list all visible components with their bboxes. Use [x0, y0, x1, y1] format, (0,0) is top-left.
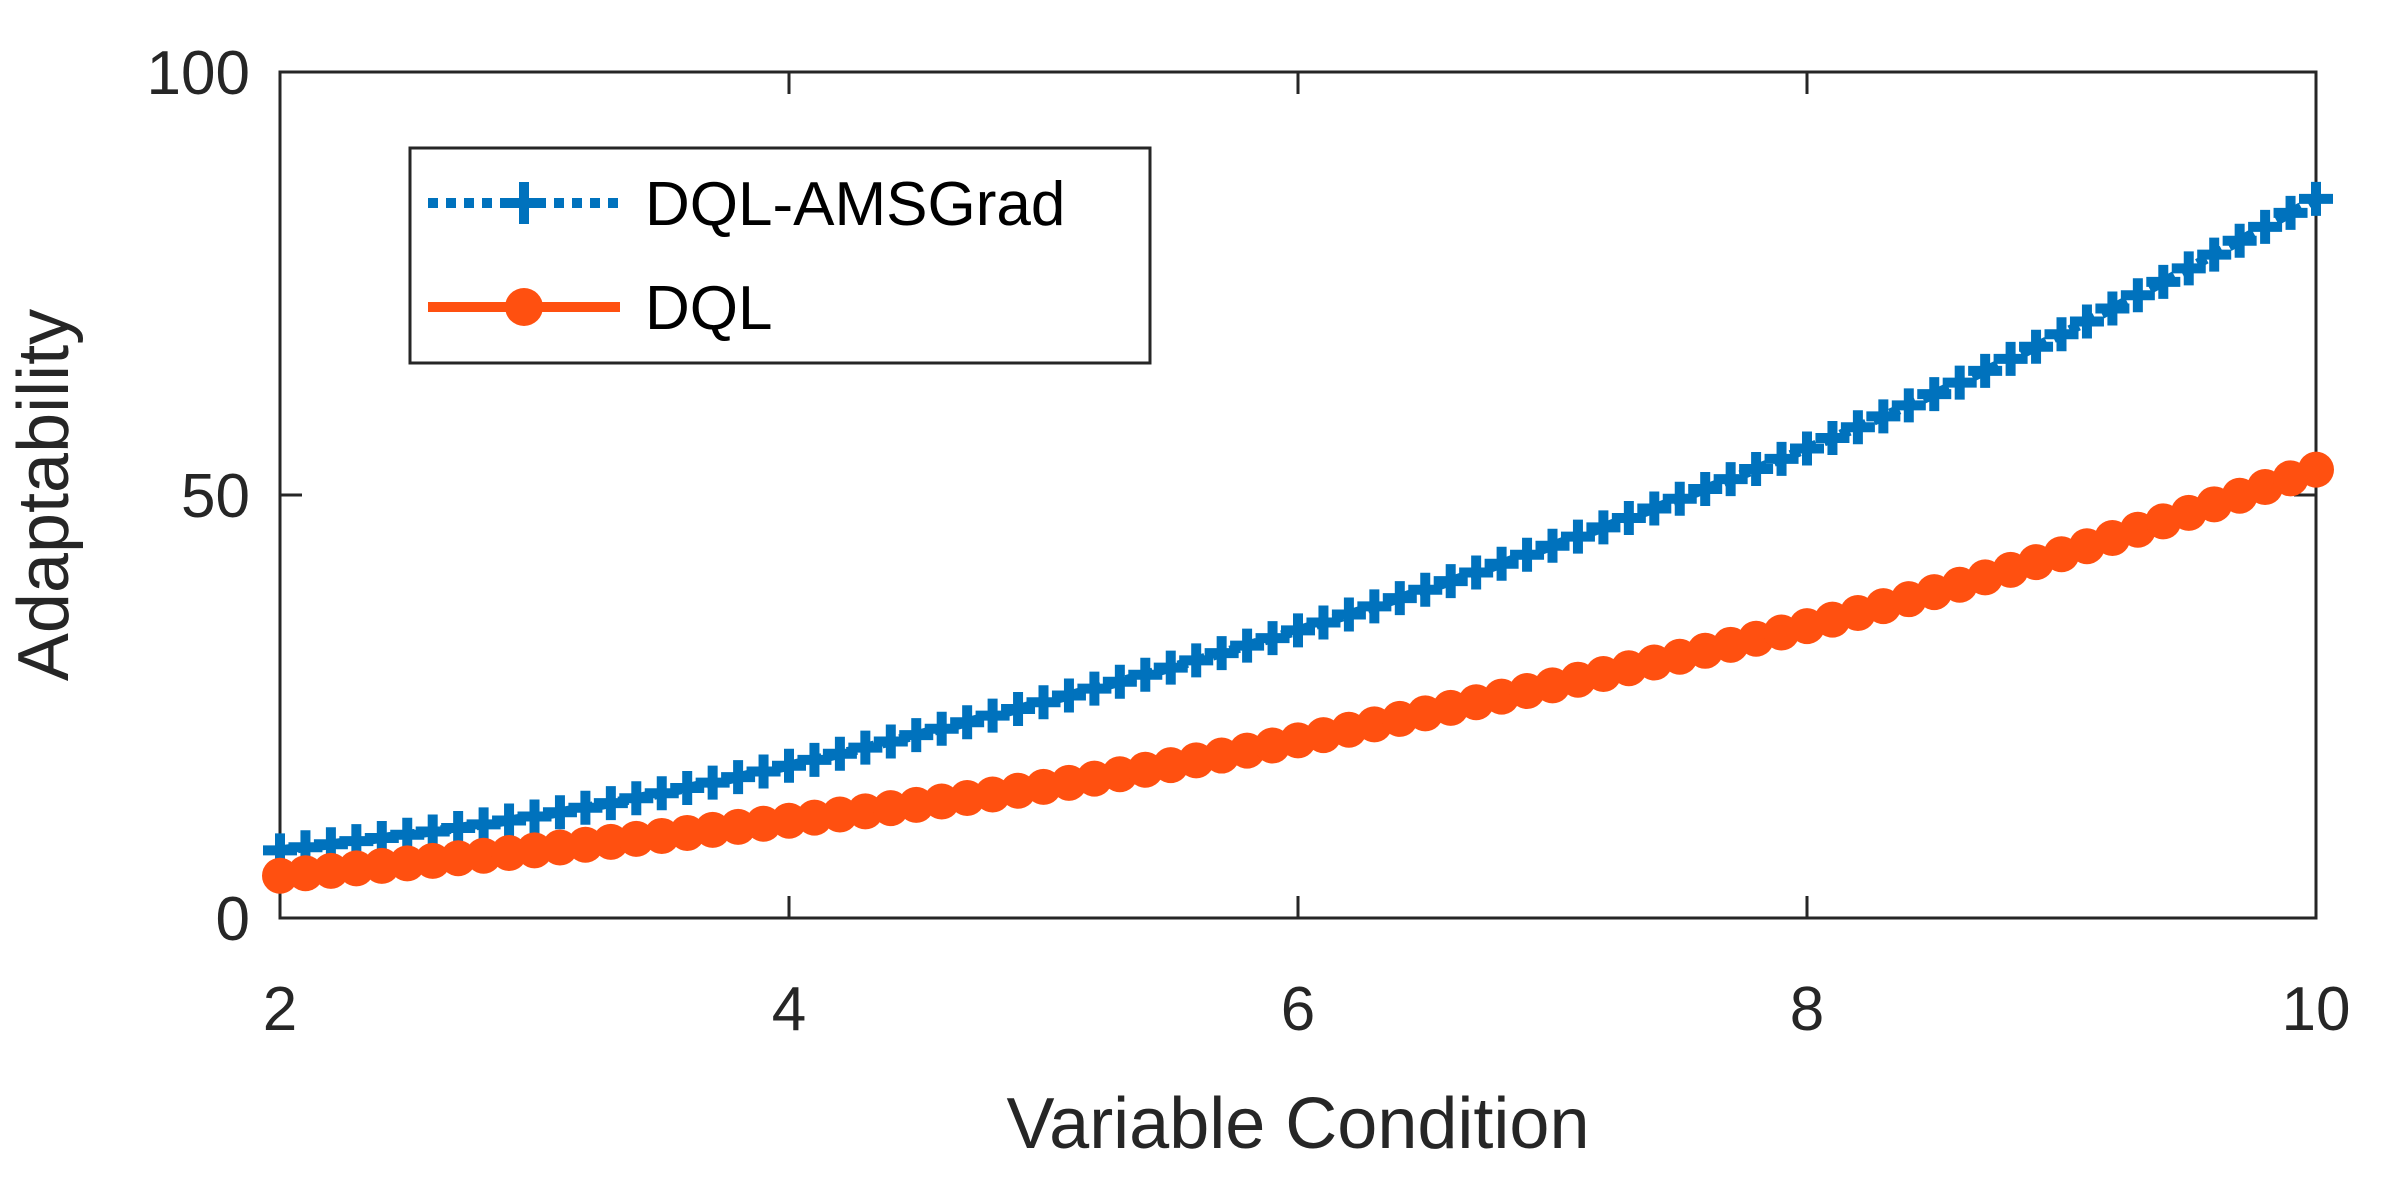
data-point — [670, 771, 705, 806]
data-point — [1713, 462, 1748, 497]
data-point — [2069, 304, 2104, 339]
x-tick-labels: 2 4 6 8 10 — [263, 975, 2351, 1044]
y-tick-labels: 0 50 100 — [147, 39, 250, 954]
data-point — [2044, 317, 2079, 352]
y-tick-label-50: 50 — [181, 462, 250, 531]
data-point — [1840, 410, 1875, 445]
data-point — [1637, 491, 1672, 526]
data-point — [2146, 264, 2181, 299]
data-point — [1866, 399, 1901, 434]
data-point — [2197, 237, 2232, 272]
data-point — [2299, 181, 2333, 216]
data-point — [1815, 420, 1850, 455]
data-point — [873, 724, 908, 759]
data-point — [1026, 685, 1061, 720]
data-point — [2273, 195, 2308, 230]
legend-label-dql: DQL — [645, 274, 772, 343]
legend-marker-dql-amsgrad — [503, 182, 545, 224]
data-point — [695, 765, 730, 800]
x-tick-label-6: 6 — [1281, 975, 1315, 1044]
data-point — [797, 742, 832, 777]
data-point — [1153, 650, 1188, 685]
y-axis-title: Adaptability — [4, 309, 84, 681]
data-point — [619, 781, 654, 816]
data-point — [924, 711, 959, 746]
data-point — [1586, 510, 1621, 545]
data-point — [1179, 643, 1214, 678]
data-point — [1993, 341, 2028, 376]
data-point — [2248, 209, 2283, 244]
data-point — [1077, 671, 1112, 706]
data-point — [1051, 678, 1086, 713]
data-point — [1535, 528, 1570, 563]
data-point — [1128, 657, 1163, 692]
data-point — [1764, 441, 1799, 476]
data-point — [1408, 572, 1443, 607]
data-point — [1459, 555, 1494, 590]
series-layer — [262, 181, 2334, 894]
data-point — [2298, 451, 2334, 488]
legend-box — [408, 146, 1152, 365]
data-point — [848, 730, 883, 765]
y-tick-label-100: 100 — [147, 39, 250, 108]
data-point — [1891, 388, 1926, 423]
x-tick-label-2: 2 — [263, 975, 297, 1044]
data-point — [1739, 452, 1774, 487]
data-point — [1382, 581, 1417, 616]
data-point — [1204, 636, 1239, 671]
data-point — [1001, 691, 1036, 726]
legend-label-dql-amsgrad: DQL-AMSGrad — [645, 170, 1065, 239]
data-point — [746, 754, 781, 789]
data-point — [1510, 537, 1545, 572]
data-point — [1102, 664, 1137, 699]
data-point — [2171, 251, 2206, 286]
data-point — [975, 698, 1010, 733]
data-point — [822, 736, 857, 771]
data-point — [1484, 546, 1519, 581]
data-point — [721, 760, 756, 795]
x-tick-label-10: 10 — [2282, 975, 2351, 1044]
data-point — [1688, 472, 1723, 507]
data-point — [644, 776, 679, 811]
legend: DQL-AMSGrad DQL — [408, 146, 1152, 365]
data-point — [899, 718, 934, 753]
data-point — [1331, 597, 1366, 632]
data-point — [1433, 564, 1468, 599]
series-dql-amsgrad — [263, 181, 2333, 868]
data-point — [1968, 353, 2003, 388]
data-point — [2019, 329, 2054, 364]
series-dql — [262, 451, 2334, 894]
x-tick-label-8: 8 — [1790, 975, 1824, 1044]
data-point — [2095, 291, 2130, 326]
data-point — [1306, 605, 1341, 640]
axis-ticks — [278, 70, 2318, 920]
data-point — [2222, 223, 2257, 258]
data-point — [1230, 628, 1265, 663]
data-point — [1255, 621, 1290, 656]
data-point — [950, 705, 985, 740]
data-point — [1942, 365, 1977, 400]
data-point — [1790, 431, 1824, 466]
data-point — [772, 748, 806, 783]
x-tick-label-4: 4 — [772, 975, 806, 1044]
data-point — [1560, 519, 1595, 554]
data-point — [1662, 481, 1697, 516]
data-point — [1357, 589, 1392, 624]
data-point — [2120, 278, 2155, 313]
data-point — [1611, 500, 1646, 535]
data-point — [1281, 613, 1315, 648]
legend-marker-dql — [505, 288, 543, 326]
data-point — [1917, 377, 1952, 412]
y-tick-label-0: 0 — [216, 885, 250, 954]
x-axis-title: Variable Condition — [1006, 1084, 1589, 1164]
